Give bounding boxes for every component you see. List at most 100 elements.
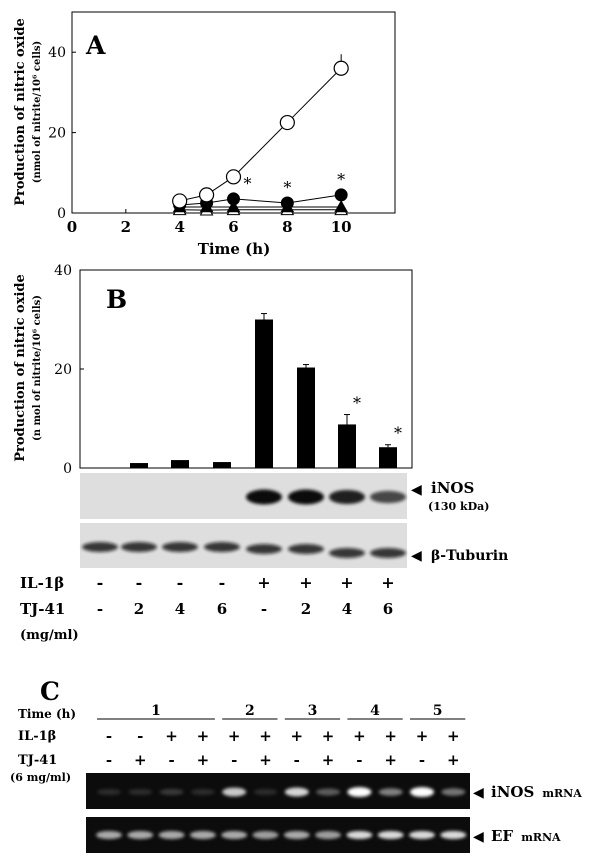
bar [379,447,397,468]
inos-band [370,490,406,504]
tj41-cell: 4 [342,600,352,618]
gel-tj41-cell: - [106,751,112,769]
panel-c-treatment-table: 1 2 3 4 5 - - + + + + + + + + + + - + - + - + - + - + - + [97,703,466,769]
bar [297,367,315,468]
inos-mrna-suffix: mRNA [542,787,582,800]
tj41-cell: 6 [383,600,393,618]
data-point-filled-triangle [226,199,241,213]
gel-tj41-row-label: TJ-41 [18,753,57,768]
data-point-filled-circle [280,196,294,210]
tj41-cell: 4 [175,600,185,618]
gel-tj41-cell: + [259,751,272,769]
data-point-filled-triangle [334,199,349,213]
tubulin-band [246,544,282,554]
inos-mrna-band [253,788,278,796]
panel-b-label: B [106,285,127,314]
ef-mrna-band [315,831,342,839]
gel-il1b-cell: + [416,727,429,745]
y-tick-label: 20 [54,362,72,378]
panel-b-ylabel-units: (n mol of nitrite/10⁶ cells) [32,295,43,441]
series-line-open-circle [179,67,342,202]
il1b-cell: + [381,573,394,592]
il1b-cell: + [299,573,312,592]
panel-b-treatment-table: - - - - + + + + - 2 4 6 - 2 4 6 [97,573,395,618]
tj41-cell: 2 [134,600,144,618]
bar [255,319,273,468]
tj41-unit-label: (mg/ml) [20,628,79,643]
data-point-filled-circle [334,188,348,202]
bar [213,462,231,468]
ef-mrna-band [346,831,373,839]
tubulin-band [370,548,406,558]
gel-tj41-unit-label: (6 mg/ml) [10,771,71,784]
ef-mrna-name: EF [491,827,513,845]
x-tick-label: 0 [67,218,77,236]
panel-a-label: A [85,31,106,60]
gel-tj41-cell: - [231,751,237,769]
significance-star: * [283,178,291,197]
ef-mrna-band [127,831,154,839]
data-point-open-circle [225,169,242,185]
il1b-row-label: IL-1β [20,574,64,592]
il1b-cell: - [219,573,226,592]
il1b-cell: + [340,573,353,592]
inos-mrna-band [284,787,309,797]
ef-mrna-band [377,831,404,839]
gel-il1b-cell: + [322,727,335,745]
ef-mrna-band [221,831,248,839]
gel-tj41-cell: - [356,751,362,769]
tubulin-blot-label: β-Tuburin [431,548,508,564]
il1b-cell: + [257,573,270,592]
gel-il1b-cell: - [137,727,143,745]
panel-b-frame [79,269,413,469]
panel-b-axis-ticks: 0 20 40 [54,263,84,477]
ef-mrna-band [158,831,185,839]
ef-mrna-band [252,831,279,839]
tj41-cell: 6 [217,600,227,618]
panel-a-data-points [172,54,349,216]
gel-il1b-cell: + [228,727,241,745]
panel-a-axis-ticks: 0 2 4 6 8 10 0 20 40 [48,45,351,236]
tubulin-band [121,542,157,552]
panel-b-bars [130,313,397,468]
data-point-open-circle [333,60,349,76]
gel-tj41-cell: + [134,751,147,769]
inos-mrna-band [128,788,153,796]
y-tick-label: 20 [48,126,66,142]
bar [130,463,148,468]
inos-mrna-arrow-icon: ◀ [473,785,484,801]
tj41-cell: 2 [301,600,311,618]
inos-bands [246,489,406,505]
gel-il1b-cell: + [353,727,366,745]
inos-band [329,489,365,505]
y-tick-label: 40 [48,45,66,61]
tubulin-arrow-icon: ◀ [411,548,422,564]
x-tick-label: 10 [331,218,352,236]
tj41-cell: - [97,600,103,618]
inos-mrna-band [222,787,247,797]
significance-star: * [337,170,345,189]
gel-il1b-cell: + [384,727,397,745]
ef-mrna-band [440,831,467,839]
significance-star: * [394,424,402,443]
gel-tj41-cell: + [197,751,210,769]
il1b-cell: - [177,573,184,592]
inos-mrna-band [97,788,121,796]
data-point-open-circle [279,114,295,131]
inos-mrna-band [347,787,372,797]
time-group-label: 5 [433,703,443,719]
gel-tj41-cell: + [322,751,335,769]
panel-b-significance: ** [353,394,402,443]
inos-mrna-band [190,788,215,796]
gel-il1b-cell: - [106,727,112,745]
inos-mrna-label: iNOS mRNA [491,782,582,801]
il1b-cell: - [97,573,104,592]
gel-tj41-cell: - [294,751,300,769]
significance-star: * [353,394,361,413]
gel-il1b-cell: + [197,727,210,745]
time-group-label: 2 [245,703,255,719]
tubulin-bands [82,542,406,558]
ef-mrna-label: EF mRNA [491,826,561,845]
inos-band [246,489,282,505]
